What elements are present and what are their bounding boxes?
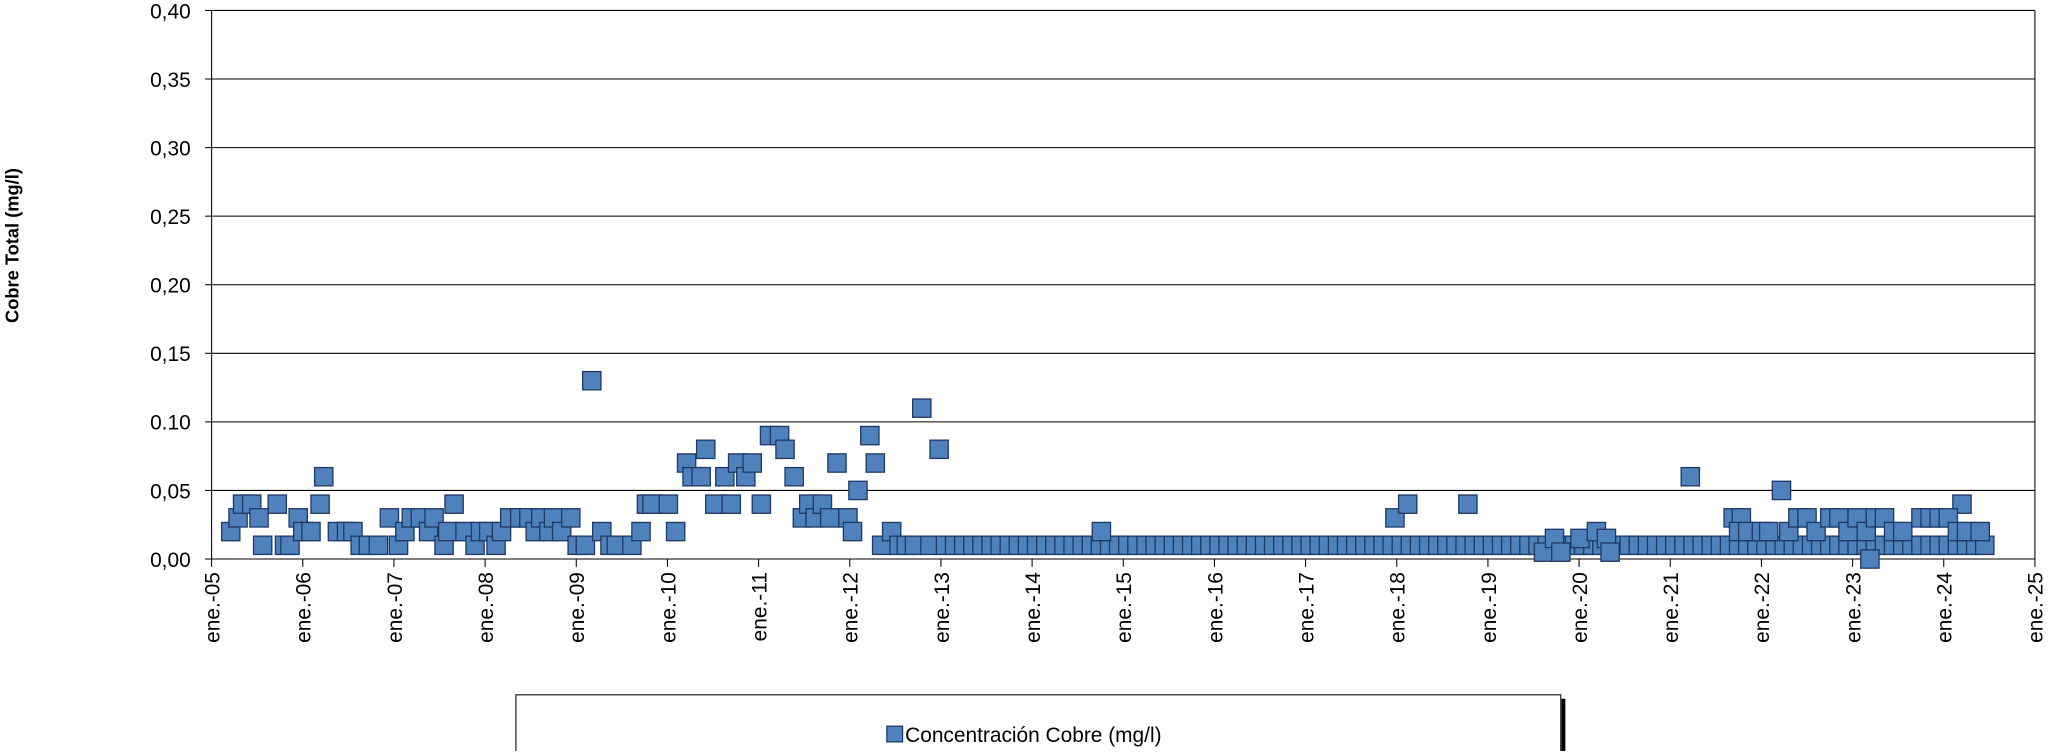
point xyxy=(1970,521,1991,542)
legend-label: Concentración Cobre (mg/l) xyxy=(905,724,1161,747)
x-tick-label: ene.-06 xyxy=(293,572,316,643)
point xyxy=(1091,521,1112,542)
y-tick-label: 0,15 xyxy=(150,343,191,366)
point xyxy=(742,453,763,473)
point xyxy=(1397,494,1418,514)
x-tick-label: ene.-25 xyxy=(2025,572,2048,643)
point xyxy=(631,521,651,542)
point xyxy=(1758,521,1779,542)
x-tick-label: ene.-14 xyxy=(1022,572,1045,643)
point xyxy=(368,535,389,556)
x-tick-label: ene.-11 xyxy=(748,572,771,641)
point xyxy=(581,370,602,391)
point xyxy=(444,494,464,514)
x-tick-label: ene.-10 xyxy=(657,572,680,643)
point xyxy=(379,508,400,528)
x-tick-label: ene.-24 xyxy=(1934,572,1957,643)
point xyxy=(310,494,330,514)
point xyxy=(705,494,725,514)
point xyxy=(1458,494,1478,514)
point xyxy=(751,494,772,514)
x-tick-label: ene.-18 xyxy=(1387,572,1410,643)
x-tick-label: ene.-23 xyxy=(1842,572,1865,643)
x-tick-label: ene.-05 xyxy=(201,572,224,643)
point xyxy=(695,439,716,460)
point xyxy=(784,466,804,487)
point xyxy=(860,425,880,446)
point xyxy=(721,494,742,514)
point xyxy=(1860,549,1880,569)
y-tick-label: 0,35 xyxy=(150,69,191,92)
legend-marker xyxy=(886,725,904,743)
point xyxy=(1680,466,1701,487)
point xyxy=(575,535,596,556)
y-tick-label: 0.10 xyxy=(150,412,191,435)
point xyxy=(1892,521,1913,542)
point xyxy=(1771,480,1792,501)
legend-box xyxy=(515,694,1562,756)
x-tick-label: ene.-15 xyxy=(1113,572,1136,643)
point xyxy=(267,494,288,514)
x-tick-label: ene.-13 xyxy=(931,572,954,643)
x-tick-label: ene.-08 xyxy=(475,572,498,643)
point xyxy=(865,453,886,473)
point xyxy=(691,466,711,487)
y-tick-label: 0,00 xyxy=(150,549,191,572)
point xyxy=(665,521,686,542)
point xyxy=(301,521,321,542)
point xyxy=(561,508,581,528)
point xyxy=(848,480,868,501)
x-tick-label: ene.-20 xyxy=(1569,572,1592,643)
y-tick-label: 0,20 xyxy=(150,275,191,298)
point xyxy=(827,453,847,473)
x-tick-label: ene.-17 xyxy=(1295,572,1318,643)
point xyxy=(1551,542,1571,562)
point xyxy=(313,466,334,487)
point xyxy=(775,439,795,460)
point xyxy=(642,494,662,514)
x-tick-label: ene.-22 xyxy=(1751,572,1774,643)
point xyxy=(911,398,932,418)
x-tick-label: ene.-07 xyxy=(384,572,407,643)
x-tick-label: ene.-12 xyxy=(840,572,863,643)
point xyxy=(249,508,269,528)
point xyxy=(842,521,863,542)
point xyxy=(819,508,840,528)
x-tick-label: ene.-19 xyxy=(1478,572,1501,643)
point xyxy=(252,535,273,556)
y-tick-label: 0,40 xyxy=(150,0,191,23)
x-tick-label: ene.-21 xyxy=(1660,572,1683,643)
y-tick-label: 0,25 xyxy=(150,206,191,229)
point xyxy=(929,439,949,460)
point xyxy=(437,521,458,542)
x-tick-label: ene.-09 xyxy=(566,572,589,643)
y-axis-title: Cobre Total (mg/l) xyxy=(1,168,22,323)
y-tick-label: 0,05 xyxy=(150,480,191,503)
x-tick-label: ene.-16 xyxy=(1204,572,1227,643)
y-tick-label: 0,30 xyxy=(150,137,191,160)
point xyxy=(1600,542,1620,562)
point xyxy=(658,494,679,514)
point xyxy=(1570,528,1590,549)
